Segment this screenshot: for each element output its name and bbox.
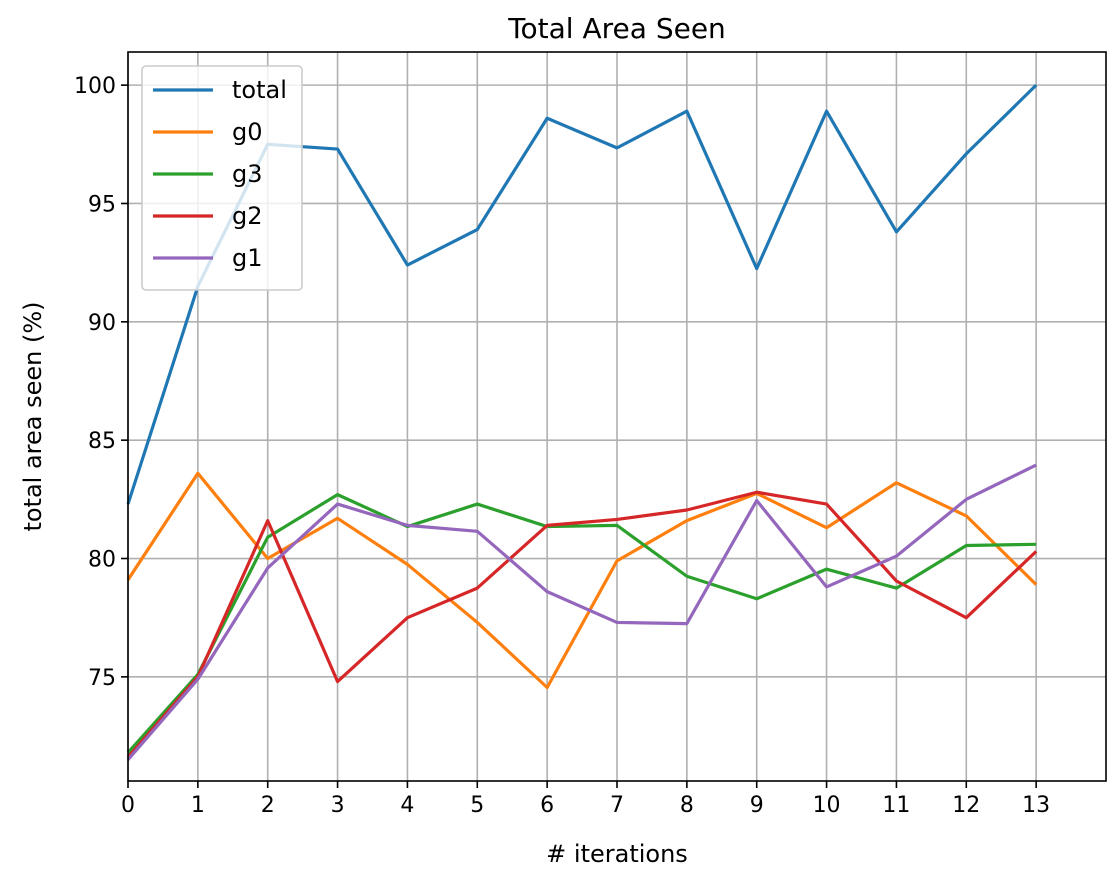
x-tick-label: 12 [952,793,980,818]
x-tick-label: 4 [400,793,414,818]
legend-label-total: total [232,76,287,104]
legend-label-g0: g0 [232,118,263,146]
legend-label-g2: g2 [232,202,263,230]
y-tick-label: 100 [74,74,116,99]
x-tick-label: 2 [261,793,275,818]
x-tick-label: 7 [610,793,624,818]
x-tick-label: 5 [470,793,484,818]
series-line-g0 [126,471,1038,690]
series-line-g3 [126,493,1037,754]
x-tick-label: 10 [813,793,841,818]
y-tick-label: 95 [88,192,116,217]
chart-title: Total Area Seen [507,12,726,45]
legend: total g0 g3 g2 g1 [141,65,303,291]
y-tick-label: 90 [88,311,116,336]
x-axis-label: # iterations [546,840,688,868]
y-axis: 75 80 85 90 95 100 [74,74,128,691]
legend-label-g3: g3 [232,160,263,188]
series-line-g1 [126,463,1037,761]
x-tick-label: 11 [882,793,910,818]
x-tick-label: 0 [121,793,135,818]
y-tick-label: 75 [88,666,116,691]
x-tick-label: 3 [331,793,345,818]
y-axis-label: total area seen (%) [19,301,47,531]
x-tick-label: 6 [540,793,554,818]
x-tick-label: 8 [680,793,694,818]
x-tick-label: 9 [750,793,764,818]
x-axis: 0 1 2 3 4 5 6 7 8 9 10 11 12 13 [121,781,1050,818]
y-tick-label: 80 [88,548,116,573]
grid-layer [127,52,1106,781]
legend-label-g1: g1 [232,244,263,272]
legend-frame [141,65,303,291]
x-tick-label: 13 [1022,793,1050,818]
y-tick-label: 85 [88,429,116,454]
x-tick-label: 1 [191,793,205,818]
series-line-g2 [126,490,1038,759]
